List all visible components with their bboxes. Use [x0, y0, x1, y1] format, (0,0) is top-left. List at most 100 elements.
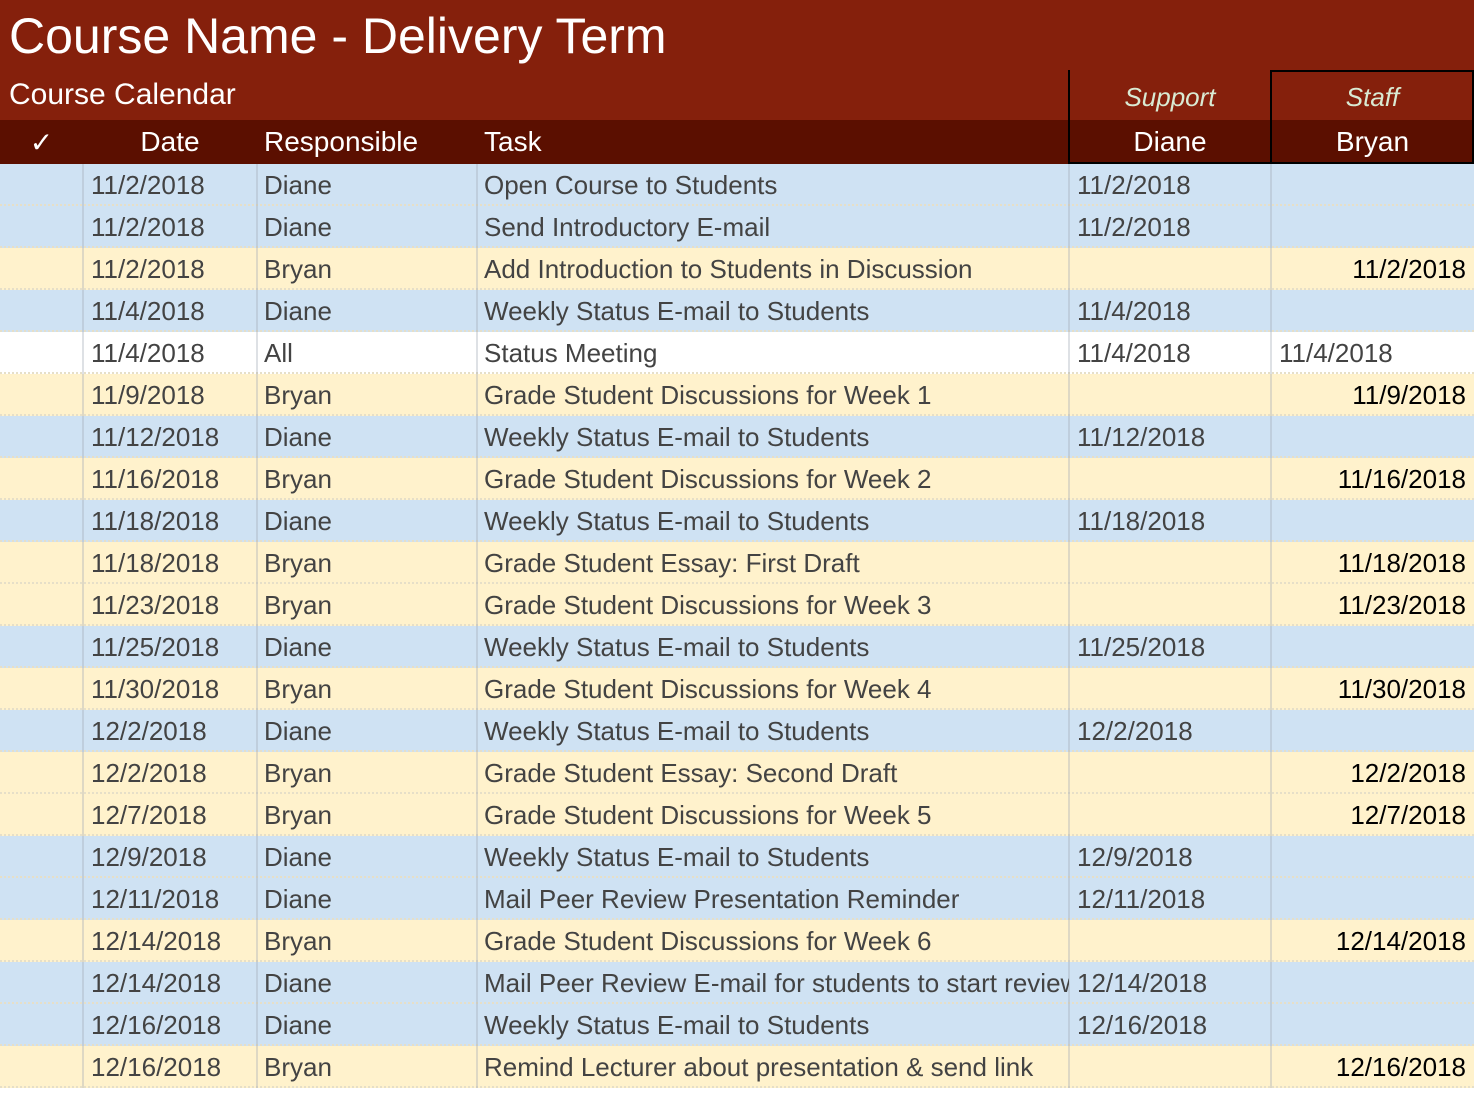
table-row[interactable]: 12/2/2018 Diane Weekly Status E-mail to St…	[0, 710, 1474, 752]
support-cell[interactable]: 11/25/2018	[1077, 632, 1206, 662]
responsible-cell[interactable]: Bryan	[264, 1052, 332, 1082]
check-cell[interactable]	[0, 758, 83, 788]
table-row[interactable]: 11/4/2018 Diane Weekly Status E-mail to St…	[0, 290, 1474, 332]
task-cell[interactable]: Mail Peer Review Presentation Reminder	[484, 884, 960, 914]
responsible-cell[interactable]: All	[264, 338, 293, 368]
date-cell[interactable]: 11/12/2018	[91, 422, 220, 452]
check-cell[interactable]	[0, 716, 83, 746]
responsible-cell[interactable]: Bryan	[264, 590, 332, 620]
task-cell[interactable]: Weekly Status E-mail to Students	[484, 422, 870, 452]
task-cell[interactable]: Weekly Status E-mail to Students	[484, 842, 870, 872]
staff-cell[interactable]: 12/7/2018	[1350, 800, 1466, 830]
date-cell[interactable]: 11/4/2018	[91, 296, 205, 326]
staff-cell[interactable]: 11/16/2018	[1337, 464, 1466, 494]
header-date[interactable]: Date	[140, 126, 200, 157]
check-cell[interactable]	[0, 674, 83, 704]
date-cell[interactable]: 11/25/2018	[91, 632, 220, 662]
table-row[interactable]: 11/16/2018 Bryan Grade Student Discussions…	[0, 458, 1474, 500]
header-task[interactable]: Task	[484, 126, 542, 157]
date-cell[interactable]: 12/16/2018	[91, 1052, 222, 1082]
date-cell[interactable]: 12/2/2018	[91, 758, 207, 788]
task-cell[interactable]: Status Meeting	[484, 338, 658, 368]
check-cell[interactable]	[0, 800, 83, 830]
check-cell[interactable]	[0, 1010, 83, 1040]
table-row[interactable]: 11/18/2018 Diane Weekly Status E-mail to S…	[0, 500, 1474, 542]
responsible-cell[interactable]: Bryan	[264, 926, 332, 956]
support-cell[interactable]: 12/16/2018	[1077, 1010, 1208, 1040]
support-cell[interactable]: 12/2/2018	[1077, 716, 1193, 746]
support-cell[interactable]: 12/9/2018	[1077, 842, 1193, 872]
task-cell[interactable]: Weekly Status E-mail to Students	[484, 506, 870, 536]
task-cell[interactable]: Weekly Status E-mail to Students	[484, 632, 870, 662]
task-cell[interactable]: Grade Student Essay: First Draft	[484, 548, 860, 578]
date-cell[interactable]: 11/2/2018	[91, 254, 205, 284]
check-cell[interactable]	[0, 170, 83, 200]
header-staff[interactable]: Bryan	[1335, 126, 1410, 157]
check-cell[interactable]	[0, 422, 83, 452]
header-check[interactable]: ✓	[29, 127, 54, 158]
responsible-cell[interactable]: Diane	[264, 716, 332, 746]
table-row[interactable]: 12/14/2018 Diane Mail Peer Review E-mail f…	[0, 962, 1474, 1004]
table-row[interactable]: 11/12/2018 Diane Weekly Status E-mail to S…	[0, 416, 1474, 458]
support-cell[interactable]: 11/2/2018	[1077, 170, 1191, 200]
responsible-cell[interactable]: Diane	[264, 212, 332, 242]
date-cell[interactable]: 11/18/2018	[91, 506, 220, 536]
responsible-cell[interactable]: Diane	[264, 170, 332, 200]
table-row[interactable]: 11/2/2018 Bryan Add Introduction to Studen…	[0, 248, 1474, 290]
responsible-cell[interactable]: Bryan	[264, 758, 332, 788]
support-cell[interactable]: 11/12/2018	[1077, 422, 1206, 452]
responsible-cell[interactable]: Bryan	[264, 800, 332, 830]
responsible-cell[interactable]: Bryan	[264, 674, 332, 704]
date-cell[interactable]: 12/14/2018	[91, 926, 222, 956]
task-cell[interactable]: Grade Student Discussions for Week 1	[484, 380, 932, 410]
check-cell[interactable]	[0, 296, 83, 326]
task-cell[interactable]: Grade Student Essay: Second Draft	[484, 758, 898, 788]
responsible-cell[interactable]: Diane	[264, 422, 332, 452]
table-row[interactable]: 12/7/2018 Bryan Grade Student Discussions …	[0, 794, 1474, 836]
date-cell[interactable]: 12/7/2018	[91, 800, 207, 830]
responsible-cell[interactable]: Bryan	[264, 380, 332, 410]
check-cell[interactable]	[0, 1052, 83, 1082]
table-row[interactable]: 11/9/2018 Bryan Grade Student Discussions …	[0, 374, 1474, 416]
task-cell[interactable]: Grade Student Discussions for Week 6	[484, 926, 932, 956]
task-cell[interactable]: Open Course to Students	[484, 170, 778, 200]
staff-cell[interactable]: 11/23/2018	[1337, 590, 1466, 620]
date-cell[interactable]: 12/2/2018	[91, 716, 207, 746]
check-cell[interactable]	[0, 548, 83, 578]
task-cell[interactable]: Add Introduction to Students in Discussi…	[484, 254, 973, 284]
support-cell[interactable]: 12/11/2018	[1077, 884, 1206, 914]
table-row[interactable]: 11/23/2018 Bryan Grade Student Discussions…	[0, 584, 1474, 626]
check-cell[interactable]	[0, 338, 83, 368]
task-cell[interactable]: Weekly Status E-mail to Students	[484, 296, 870, 326]
task-cell[interactable]: Grade Student Discussions for Week 5	[484, 800, 932, 830]
table-row[interactable]: 11/2/2018 Diane Send Introductory E-mail 11…	[0, 206, 1474, 248]
support-cell[interactable]: 11/4/2018	[1077, 296, 1191, 326]
date-cell[interactable]: 11/23/2018	[91, 590, 220, 620]
responsible-cell[interactable]: Diane	[264, 296, 332, 326]
header-support[interactable]: Diane	[1133, 126, 1207, 157]
table-row[interactable]: 12/16/2018 Bryan Remind Lecturer about pre…	[0, 1046, 1474, 1088]
support-cell[interactable]: 11/18/2018	[1077, 506, 1206, 536]
header-responsible[interactable]: Responsible	[264, 126, 419, 157]
date-cell[interactable]: 11/9/2018	[91, 380, 205, 410]
responsible-cell[interactable]: Diane	[264, 1010, 332, 1040]
staff-cell[interactable]: 12/14/2018	[1335, 926, 1466, 956]
responsible-cell[interactable]: Bryan	[264, 548, 332, 578]
check-cell[interactable]	[0, 842, 83, 872]
task-cell[interactable]: Grade Student Discussions for Week 2	[484, 464, 932, 494]
responsible-cell[interactable]: Diane	[264, 968, 332, 998]
check-cell[interactable]	[0, 926, 83, 956]
task-cell[interactable]: Grade Student Discussions for Week 4	[484, 674, 932, 704]
support-cell[interactable]: 12/14/2018	[1077, 968, 1208, 998]
table-row[interactable]: 11/30/2018 Bryan Grade Student Discussions…	[0, 668, 1474, 710]
check-cell[interactable]	[0, 632, 83, 662]
staff-cell[interactable]: 11/18/2018	[1337, 548, 1466, 578]
staff-cell[interactable]: 11/2/2018	[1352, 254, 1466, 284]
staff-cell[interactable]: 11/9/2018	[1352, 380, 1466, 410]
task-cell[interactable]: Mail Peer Review E-mail for students to …	[484, 968, 1069, 998]
task-cell[interactable]: Remind Lecturer about presentation & sen…	[484, 1052, 1034, 1082]
table-row[interactable]: 12/9/2018 Diane Weekly Status E-mail to St…	[0, 836, 1474, 878]
task-cell[interactable]: Weekly Status E-mail to Students	[484, 716, 870, 746]
date-cell[interactable]: 12/11/2018	[91, 884, 220, 914]
table-row[interactable]: 12/16/2018 Diane Weekly Status E-mail to S…	[0, 1004, 1474, 1046]
